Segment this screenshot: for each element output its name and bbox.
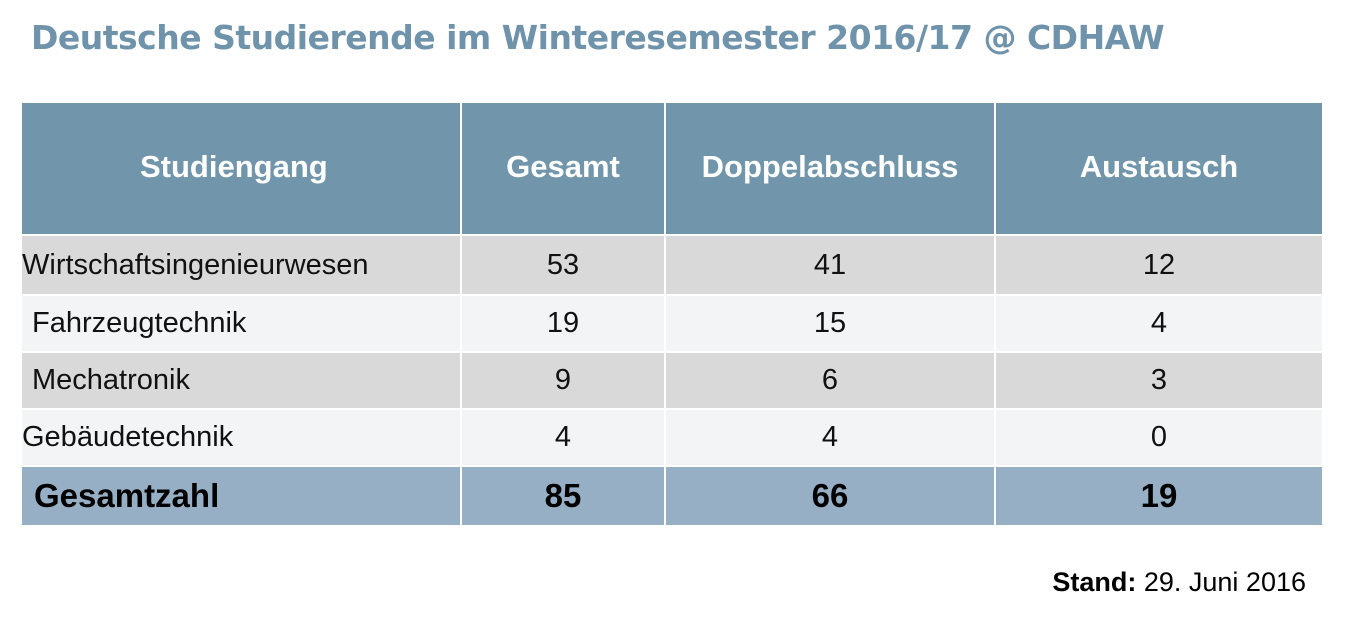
table-row-name: Mechatronik — [22, 353, 460, 408]
stand-label: Stand: — [1052, 567, 1137, 597]
table-row-name: Wirtschaftsingenieurwesen — [22, 236, 460, 294]
column-header-austausch: Austausch — [996, 103, 1322, 234]
total-austausch: 19 — [996, 467, 1322, 525]
table-row-name: Gebäudetechnik — [22, 410, 460, 465]
stand-date: 29. Juni 2016 — [1143, 567, 1306, 597]
table-cell-doppelabschluss: 6 — [666, 353, 994, 408]
stand-note: Stand: 29. Juni 2016 — [1052, 567, 1306, 598]
students-table: Studiengang Gesamt Doppelabschluss Austa… — [22, 103, 1322, 525]
column-header-gesamt: Gesamt — [462, 103, 664, 234]
total-gesamt: 85 — [462, 467, 664, 525]
table-cell-doppelabschluss: 41 — [666, 236, 994, 294]
table-cell-gesamt: 19 — [462, 296, 664, 351]
page-title: Deutsche Studierende im Winteresemester … — [31, 18, 1165, 57]
table-row-name: Fahrzeugtechnik — [22, 296, 460, 351]
column-header-doppelabschluss: Doppelabschluss — [666, 103, 994, 234]
total-doppelabschluss: 66 — [666, 467, 994, 525]
total-row-label: Gesamtzahl — [22, 467, 460, 525]
table-cell-gesamt: 4 — [462, 410, 664, 465]
table-cell-austausch: 3 — [996, 353, 1322, 408]
table-cell-austausch: 4 — [996, 296, 1322, 351]
table-cell-austausch: 0 — [996, 410, 1322, 465]
table-cell-austausch: 12 — [996, 236, 1322, 294]
table-cell-gesamt: 9 — [462, 353, 664, 408]
table-cell-doppelabschluss: 15 — [666, 296, 994, 351]
table-cell-doppelabschluss: 4 — [666, 410, 994, 465]
column-header-studiengang: Studiengang — [22, 103, 460, 234]
table-cell-gesamt: 53 — [462, 236, 664, 294]
